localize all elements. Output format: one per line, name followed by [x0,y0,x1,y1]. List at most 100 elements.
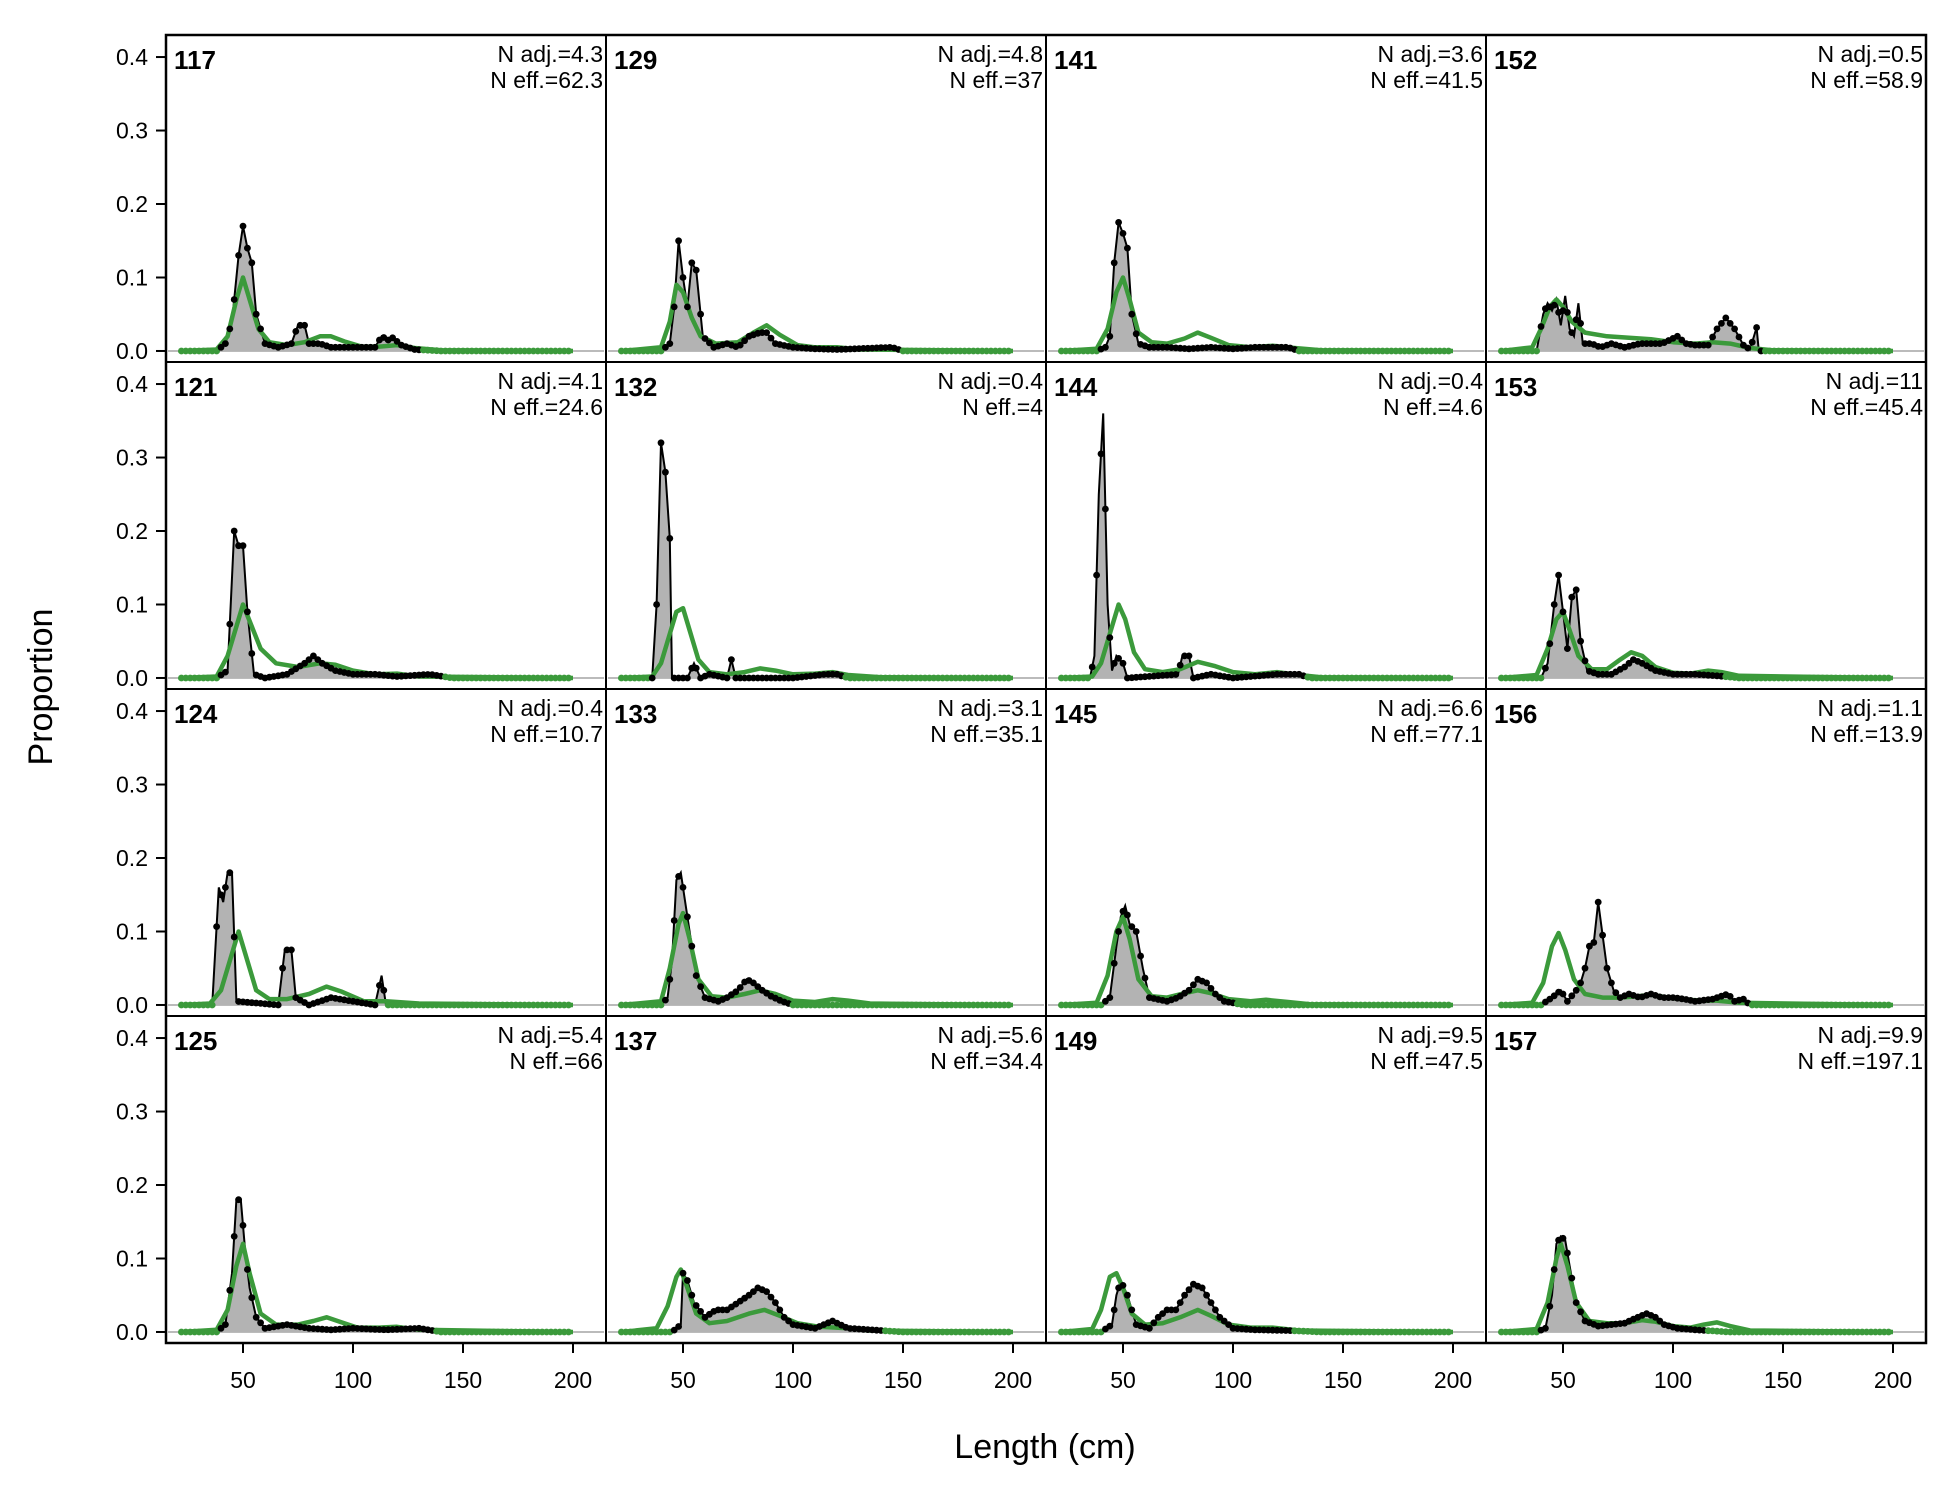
observed-point [565,1328,572,1336]
panel-149: 149 N adj.=9.5N eff.=47.5 [1045,1015,1487,1344]
observed-point [697,310,704,318]
expected-line [181,929,574,1008]
observed-point [292,328,300,335]
observed-point [679,884,687,891]
observed-point [248,650,256,657]
observed-point [1110,1306,1118,1314]
observed-point [1603,964,1611,972]
observed-point [675,1323,682,1330]
observed-point [252,310,260,318]
observed-point [1590,939,1598,946]
x-tick-label: 100 [1214,1367,1252,1393]
y-tick-label: 0.2 [116,845,148,871]
observed-point [666,975,674,983]
observed-point [684,303,691,311]
observed-point [1124,244,1131,252]
observed-point [688,1291,696,1299]
observed-point [684,1277,691,1284]
y-tick-label: 0.1 [116,591,148,617]
observed-point [1568,1274,1576,1282]
observed-point [1726,320,1734,327]
observed-point [1185,986,1193,994]
y-tick-label: 0.1 [116,1245,148,1271]
panel-n-eff: N eff.=45.4 [1810,394,1923,420]
observed-point [767,1293,775,1301]
panel-label: 124 [174,699,218,729]
observed-point [670,917,678,924]
observed-point [675,237,682,245]
observed-point [1577,320,1584,327]
observed-point [684,674,691,682]
observed-point [684,913,691,921]
observed-point [1102,505,1109,513]
x-axis-title: Length (cm) [954,1428,1135,1466]
observed-point [653,601,660,608]
panel-label: 157 [1494,1026,1537,1056]
x-tick-label: 200 [1434,1367,1472,1393]
observed-point [1445,1328,1452,1336]
observed-point [1445,347,1452,355]
observed-point [301,321,308,329]
observed-point [1577,637,1584,645]
observed-point [1885,347,1892,355]
observed-point [1005,1001,1012,1009]
observed-point [222,1321,229,1328]
observed-point [1550,601,1558,608]
x-tick-label: 200 [1874,1367,1912,1393]
observed-point [1128,923,1136,930]
panel-label: 156 [1494,699,1537,729]
observed-point [239,542,247,550]
observed-point [1577,979,1584,987]
observed-point [1581,964,1589,972]
x-tick-label: 100 [774,1367,812,1393]
observed-point [1731,325,1738,333]
observed-point [666,535,674,542]
observed-point [648,674,656,682]
panel-n-adj: N adj.=9.5 [1378,1022,1484,1048]
observed-point [666,340,674,347]
observed-point [1198,1284,1206,1292]
observed-point [222,340,229,347]
observed-point [239,222,247,230]
panel-label: 137 [614,1026,657,1056]
panel-label: 125 [174,1026,217,1056]
x-tick-label: 150 [884,1367,922,1393]
observed-point [244,1266,251,1273]
y-tick-label: 0.0 [116,338,148,364]
x-tick-label: 150 [444,1367,482,1393]
observed-point [1132,330,1140,338]
observed-point [1713,325,1721,333]
observed-point [274,1001,282,1009]
observed-point [222,668,229,676]
observed-point [728,656,735,663]
observed-point [1150,1319,1158,1327]
observed-point [1568,992,1576,1000]
observed-point [1137,952,1144,960]
panel-n-adj: N adj.=1.1 [1818,695,1924,721]
observed-point [1203,1291,1210,1299]
observed-point [1726,993,1734,1000]
y-tick-label: 0.4 [116,1025,148,1051]
panel-124: 124 N adj.=0.4N eff.=10.7 [165,688,607,1017]
observed-point [248,1294,256,1302]
observed-point [1885,674,1892,682]
observed-point [732,988,740,996]
observed-point [1546,1302,1554,1310]
observed-point [1568,329,1576,336]
observed-point [1722,314,1730,322]
observed-point [1128,1306,1136,1314]
observed-point [1704,341,1712,349]
x-tick-label: 100 [1654,1367,1692,1393]
observed-point [1564,309,1571,316]
observed-point [1115,928,1122,935]
y-tick-label: 0.0 [116,1319,148,1345]
y-tick-label: 0.0 [116,665,148,691]
panel-144: 144 N adj.=0.4N eff.=4.6 [1045,361,1487,690]
observed-point [1207,1299,1215,1306]
x-tick-label: 50 [1550,1367,1576,1393]
observed-point [376,982,383,989]
observed-point [1550,1266,1558,1273]
observed-point [1537,323,1545,330]
panel-n-adj: N adj.=3.6 [1378,41,1484,67]
observed-point [692,664,700,672]
